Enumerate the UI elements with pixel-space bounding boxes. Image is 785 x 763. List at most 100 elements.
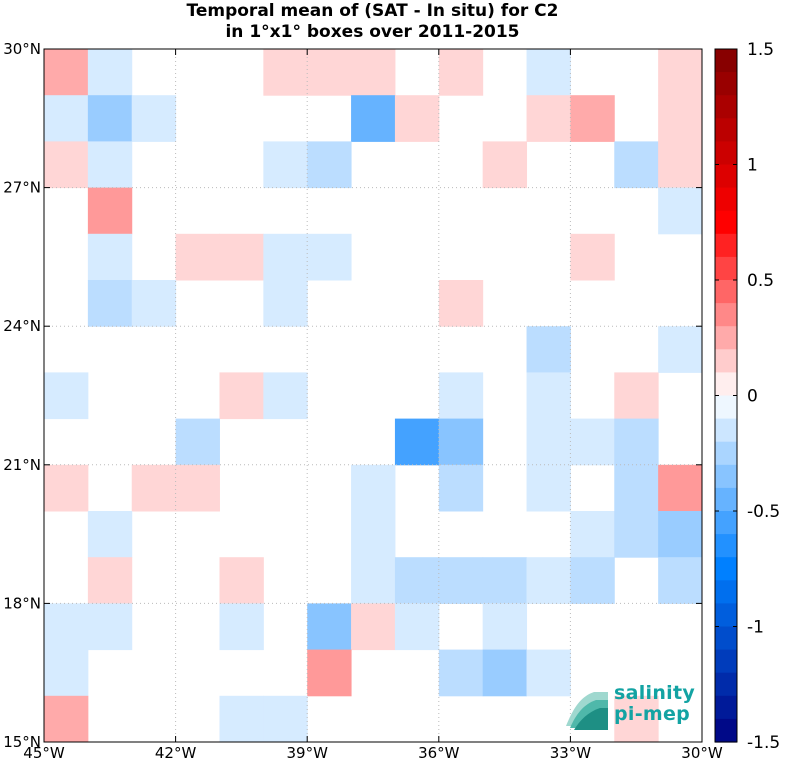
heatmap-cell bbox=[658, 557, 703, 604]
heatmap-cell bbox=[438, 557, 484, 604]
heatmap-cell bbox=[482, 141, 528, 189]
heatmap-cell bbox=[570, 557, 615, 604]
heatmap-cell bbox=[44, 695, 89, 743]
heatmap-cell bbox=[570, 418, 615, 466]
colorbar-segment bbox=[715, 395, 737, 420]
x-tick-label: 45°W bbox=[23, 744, 65, 762]
x-tick-label: 42°W bbox=[155, 744, 197, 762]
heatmap-cell bbox=[351, 49, 396, 96]
heatmap-cell bbox=[570, 511, 615, 558]
y-tick-label: 27°N bbox=[3, 179, 41, 197]
colorbar-segment bbox=[715, 72, 737, 96]
heatmap-cells bbox=[44, 49, 703, 743]
heatmap-cell bbox=[526, 649, 571, 697]
heatmap-cell bbox=[87, 187, 133, 235]
heatmap-cell bbox=[658, 49, 703, 96]
heatmap-cell bbox=[658, 511, 703, 558]
y-tick-label: 18°N bbox=[3, 594, 41, 612]
heatmap-cell bbox=[87, 280, 133, 327]
heatmap-cell bbox=[526, 464, 571, 512]
colorbar-segment bbox=[715, 557, 737, 581]
colorbar-segment bbox=[715, 256, 737, 281]
heatmap-cell bbox=[394, 557, 440, 604]
colorbar-tick-label: 0 bbox=[747, 387, 758, 407]
colorbar-segment bbox=[715, 141, 737, 166]
heatmap-cell bbox=[263, 233, 308, 281]
heatmap-cell bbox=[570, 95, 615, 142]
heatmap-cell bbox=[44, 49, 89, 96]
colorbar-segment bbox=[715, 164, 737, 189]
colorbar-segment bbox=[715, 672, 737, 697]
heatmap-cell bbox=[263, 695, 308, 743]
y-tick-label: 15°N bbox=[3, 733, 41, 751]
heatmap-cell bbox=[351, 95, 396, 142]
chart-title: Temporal mean of (SAT - In situ) for C2 bbox=[186, 1, 559, 21]
x-tick-label: 36°W bbox=[418, 744, 460, 762]
chart-subtitle: in 1°x1° boxes over 2011-2015 bbox=[225, 22, 520, 42]
heatmap-cell bbox=[482, 557, 528, 604]
heatmap-cell bbox=[438, 372, 484, 420]
heatmap-cell bbox=[614, 418, 659, 466]
colorbar-segment bbox=[715, 695, 737, 720]
heatmap-cell bbox=[219, 233, 264, 281]
heatmap-cell bbox=[658, 187, 703, 235]
heatmap-cell bbox=[526, 49, 571, 96]
heatmap-cell bbox=[394, 418, 440, 466]
heatmap-cell bbox=[394, 95, 440, 142]
colorbar-segment bbox=[715, 49, 737, 73]
heatmap-cell bbox=[658, 464, 703, 512]
heatmap-cell bbox=[614, 695, 659, 743]
heatmap-cell bbox=[131, 95, 177, 142]
heatmap-cell bbox=[87, 95, 133, 142]
colorbar-segment bbox=[715, 280, 737, 304]
colorbar-segment bbox=[715, 580, 737, 604]
heatmap-cell bbox=[87, 141, 133, 189]
heatmap-cell bbox=[219, 603, 264, 651]
colorbar-tick-label: -1 bbox=[747, 618, 764, 638]
heatmap-cell bbox=[307, 649, 352, 697]
logo-text-pimep: pi-mep bbox=[614, 703, 691, 725]
heatmap-cell bbox=[175, 464, 220, 512]
heatmap-cell bbox=[351, 511, 396, 558]
heatmap-cell bbox=[44, 649, 89, 697]
heatmap-cell bbox=[131, 464, 177, 512]
heatmap-cell bbox=[658, 95, 703, 142]
heatmap-cell bbox=[44, 141, 89, 189]
x-tick-label: 39°W bbox=[286, 744, 328, 762]
heatmap-cell bbox=[394, 603, 440, 651]
heatmap-cell bbox=[526, 418, 571, 466]
heatmap-cell bbox=[219, 557, 264, 604]
heatmap-cell bbox=[44, 603, 89, 651]
x-tick-label: 33°W bbox=[550, 744, 592, 762]
heatmap-cell bbox=[526, 95, 571, 142]
heatmap-cell bbox=[614, 464, 659, 512]
heatmap-cell bbox=[219, 372, 264, 420]
heatmap-cell bbox=[438, 49, 484, 96]
colorbar-tick-label: 1 bbox=[747, 156, 758, 176]
heatmap-cell bbox=[87, 603, 133, 651]
heatmap-cell bbox=[658, 141, 703, 189]
wave-logo-icon bbox=[566, 692, 608, 730]
colorbar-segment bbox=[715, 326, 737, 350]
heatmap-cell bbox=[87, 511, 133, 558]
salinity-pimep-logo: salinity pi-mep bbox=[564, 682, 695, 734]
colorbar: 1.5 1 0.5 0 -0.5 -1 -1.5 bbox=[714, 40, 780, 753]
heatmap-cell bbox=[44, 464, 89, 512]
y-axis: 15°N 18°N 21°N 24°N 27°N 30°N bbox=[3, 40, 702, 751]
colorbar-segment bbox=[715, 303, 737, 327]
heatmap-cell bbox=[87, 233, 133, 281]
heatmap-cell bbox=[526, 557, 571, 604]
heatmap-cell bbox=[351, 603, 396, 651]
heatmap-cell bbox=[351, 557, 396, 604]
colorbar-tick-label: 1.5 bbox=[747, 40, 774, 60]
heatmap-cell bbox=[438, 280, 484, 327]
colorbar-segment bbox=[715, 487, 737, 512]
colorbar-segment bbox=[715, 418, 737, 443]
heatmap-cell bbox=[438, 418, 484, 466]
colorbar-segment bbox=[715, 349, 737, 373]
colorbar-segment bbox=[715, 626, 737, 651]
heatmap-cell bbox=[87, 557, 133, 604]
heatmap-cell bbox=[219, 695, 264, 743]
heatmap-cell bbox=[307, 49, 352, 96]
heatmap-cell bbox=[351, 464, 396, 512]
